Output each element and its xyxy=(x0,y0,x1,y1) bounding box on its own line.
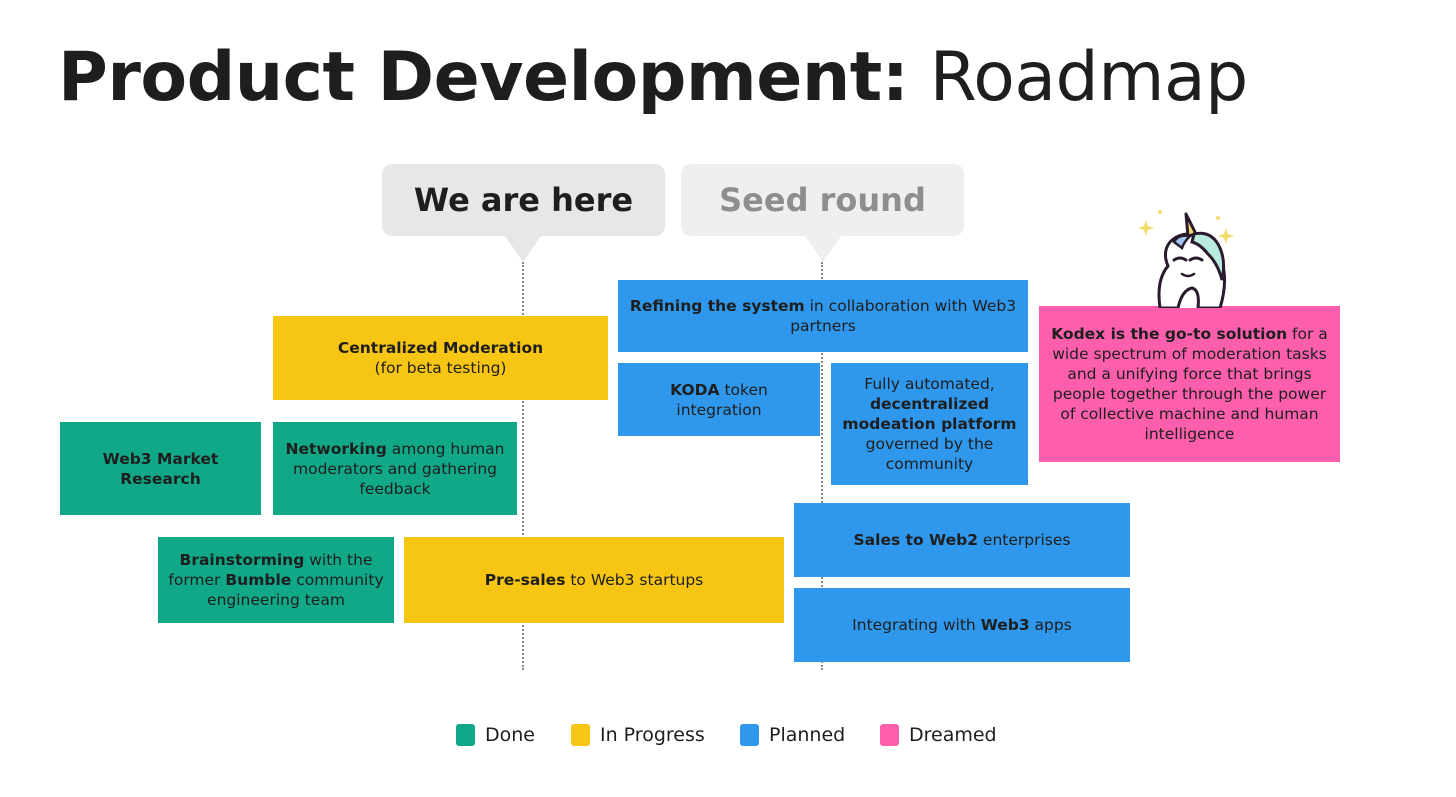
page-title: Product Development: Roadmap xyxy=(58,38,1248,118)
we-are-here-line xyxy=(522,262,524,670)
card-koda-text: token integration xyxy=(676,380,768,419)
legend-planned: Planned xyxy=(740,724,845,746)
card-web3-market-research: Web3 Market Research xyxy=(60,422,261,515)
seed-round-label: Seed round xyxy=(719,181,926,219)
legend-in-progress-label: In Progress xyxy=(600,724,705,746)
legend-done: Done xyxy=(456,724,535,746)
card-brainstorming: Brainstorming with the former Bumble com… xyxy=(158,537,394,623)
card-sales-bold: Sales to Web2 xyxy=(853,531,978,549)
card-sales-web2: Sales to Web2 enterprises xyxy=(794,503,1130,577)
legend-dreamed: Dreamed xyxy=(880,724,997,746)
card-refining-text: in collaboration with Web3 partners xyxy=(790,297,1017,335)
we-are-here-label: We are here xyxy=(413,181,634,219)
card-brainstorm-text-2: community engineering team xyxy=(207,571,384,609)
legend-planned-label: Planned xyxy=(769,724,846,746)
card-brainstorm-bold-2: Bumble xyxy=(225,571,292,589)
card-pre-sales: Pre-sales to Web3 startups xyxy=(404,537,784,623)
card-market-bold-2: Research xyxy=(120,469,201,488)
card-networking-bold: Networking xyxy=(285,439,387,458)
card-automated-text-2: governed by the community xyxy=(865,435,994,473)
card-brainstorm-text-1: with the former xyxy=(168,551,373,589)
card-refining-bold: Refining the system xyxy=(629,297,805,315)
card-koda-bold: KODA xyxy=(670,380,720,399)
legend-in-progress-swatch xyxy=(571,724,590,746)
seed-round-line xyxy=(821,262,823,670)
card-networking: Networking among human moderators and ga… xyxy=(273,422,517,515)
title-bold: Product Development: xyxy=(58,38,909,117)
card-centralized-moderation: Centralized Moderation (for beta testing) xyxy=(273,316,608,400)
card-kodex-text: for a wide spectrum of moderation tasks … xyxy=(1052,325,1328,443)
card-presales-bold: Pre-sales xyxy=(484,571,566,589)
card-refining-system: Refining the system in collaboration wit… xyxy=(618,280,1028,352)
card-integrating-web3: Integrating with Web3 apps xyxy=(794,588,1130,662)
card-kodex-bold: Kodex is the go-to solution xyxy=(1051,325,1288,343)
legend-dreamed-swatch xyxy=(880,724,899,746)
we-are-here-marker: We are here xyxy=(382,164,665,262)
legend-planned-swatch xyxy=(740,724,759,746)
card-integrating-text-2: apps xyxy=(1029,616,1072,634)
legend-done-swatch xyxy=(456,724,475,746)
card-kodex-vision: Kodex is the go-to solution for a wide s… xyxy=(1039,306,1340,462)
card-market-bold-1: Web3 Market xyxy=(102,449,219,468)
seed-round-marker: Seed round xyxy=(681,164,964,262)
card-koda-token: KODA token integration xyxy=(618,363,820,436)
card-integrating-text-1: Integrating with xyxy=(852,616,981,634)
card-integrating-bold: Web3 xyxy=(980,616,1030,634)
card-centralized-text: (for beta testing) xyxy=(374,359,507,377)
title-light: Roadmap xyxy=(929,38,1249,117)
card-brainstorm-bold-1: Brainstorming xyxy=(179,551,305,569)
card-automated-bold: decentralized modeation platform xyxy=(842,395,1017,433)
unicorn-mascot-icon xyxy=(1138,210,1234,308)
legend-done-label: Done xyxy=(485,724,535,746)
card-automated-text-1: Fully automated, xyxy=(864,375,995,393)
card-presales-text: to Web3 startups xyxy=(565,571,704,589)
legend-dreamed-label: Dreamed xyxy=(909,724,997,746)
card-networking-text: among human moderators and gathering fee… xyxy=(293,439,505,498)
card-centralized-bold: Centralized Moderation xyxy=(337,339,544,357)
card-sales-text: enterprises xyxy=(977,531,1071,549)
card-fully-automated: Fully automated, decentralized modeation… xyxy=(831,363,1028,485)
legend-in-progress: In Progress xyxy=(571,724,705,746)
